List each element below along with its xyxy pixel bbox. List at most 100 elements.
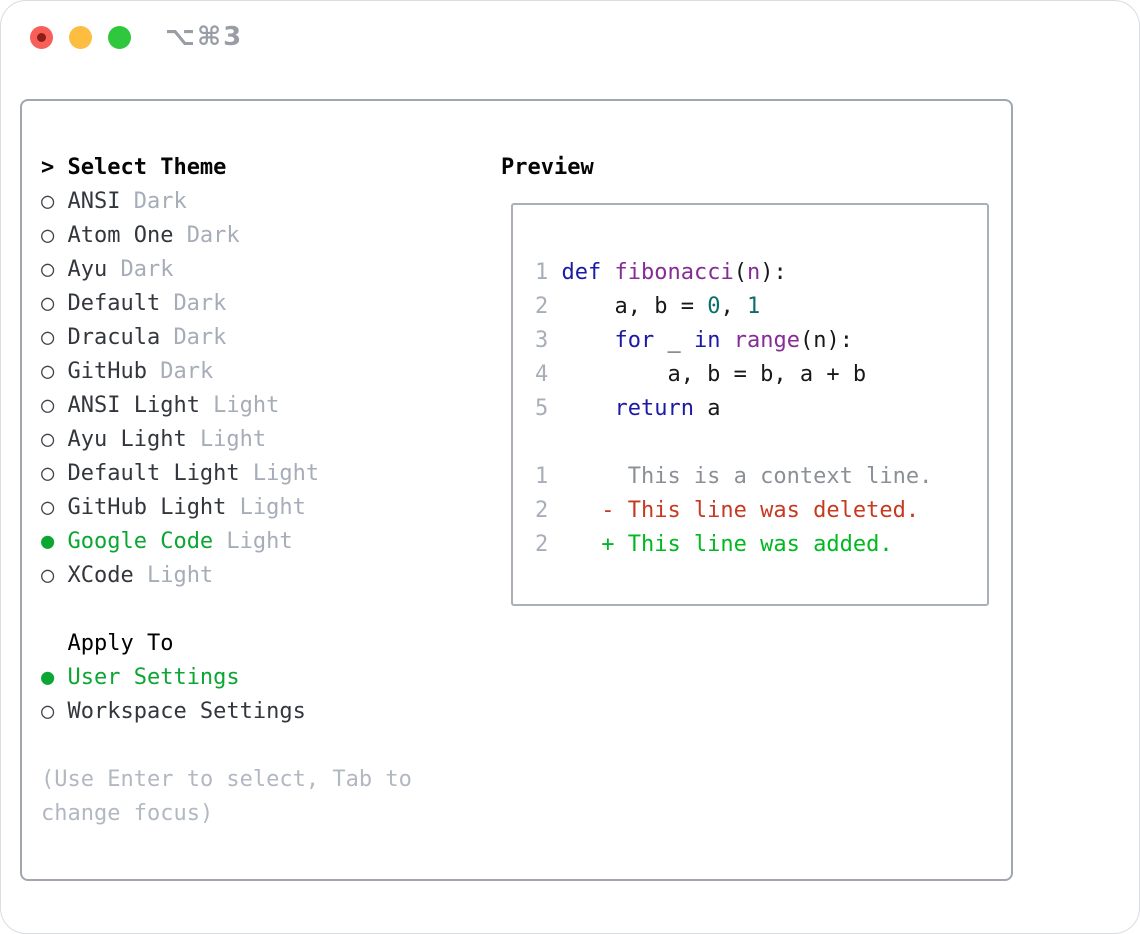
code-keyword: return	[614, 396, 694, 421]
theme-variant-tag: Dark	[120, 257, 174, 282]
code-text: a, b = b, a + b	[561, 362, 867, 387]
code-text: a, b =	[561, 294, 708, 319]
line-number: 4	[535, 362, 549, 387]
code-text: ):	[760, 260, 787, 285]
radio-unselected-icon: ○	[41, 393, 55, 418]
theme-name: Ayu	[67, 257, 108, 282]
apply-to-option-workspace-settings[interactable]: ○ Workspace Settings	[41, 695, 481, 729]
code-content: def fibonacci(n):	[561, 256, 786, 290]
theme-option-github-dark[interactable]: ○ GitHub Dark	[41, 355, 481, 389]
radio-unselected-icon: ○	[41, 495, 55, 520]
theme-variant-tag: Dark	[173, 325, 227, 350]
code-function: range	[733, 328, 800, 353]
diff-text: + This line was added.	[561, 532, 893, 557]
theme-option-ansi-light[interactable]: ○ ANSI Light Light	[41, 389, 481, 423]
code-keyword: in	[693, 328, 721, 353]
code-text	[561, 328, 614, 353]
code-content: for _ in range(n):	[561, 324, 852, 358]
theme-name: ANSI	[67, 189, 121, 214]
line-number: 1	[535, 260, 549, 285]
theme-option-ansi-dark[interactable]: ○ ANSI Dark	[41, 185, 481, 219]
code-text: (	[733, 260, 747, 285]
theme-variant-tag: Dark	[160, 359, 214, 384]
radio-unselected-icon: ○	[41, 291, 55, 316]
theme-option-ayu-light[interactable]: ○ Ayu Light Light	[41, 423, 481, 457]
code-line: 4 a, b = b, a + b	[535, 358, 987, 392]
code-text	[601, 260, 614, 285]
line-number: 2	[535, 294, 549, 319]
theme-variant-tag: Light	[213, 393, 280, 418]
code-text: a	[693, 396, 721, 421]
diff-text: This is a context line.	[561, 464, 933, 489]
code-line: 1 def fibonacci(n):	[535, 256, 987, 290]
code-number: 1	[746, 294, 761, 319]
theme-option-google-code-light[interactable]: ● Google Code Light	[41, 525, 481, 559]
theme-variant-tag: Dark	[173, 291, 227, 316]
code-line: 3 for _ in range(n):	[535, 324, 987, 358]
code-line: 5 return a	[535, 392, 987, 426]
code-keyword: def	[561, 260, 602, 285]
line-number: 5	[535, 396, 549, 421]
theme-list: > Select Theme ○ ANSI Dark ○ Atom One Dark ○ A…	[41, 151, 481, 831]
option-label: User Settings	[67, 665, 240, 690]
code-line: 2 a, b = 0, 1	[535, 290, 987, 324]
apply-to-option-user-settings[interactable]: ● User Settings	[41, 661, 481, 695]
option-label: Workspace Settings	[67, 699, 306, 724]
diff-text: - This line was deleted.	[561, 498, 920, 523]
zoom-button-icon[interactable]	[108, 25, 131, 49]
theme-variant-tag: Light	[226, 529, 293, 554]
theme-option-ayu-dark[interactable]: ○ Ayu Dark	[41, 253, 481, 287]
theme-name: Ayu Light	[67, 427, 187, 452]
theme-name: Default	[67, 291, 161, 316]
code-content: return a	[561, 392, 720, 426]
code-param: n	[746, 260, 761, 285]
theme-variant-tag: Light	[252, 461, 320, 486]
radio-unselected-icon: ○	[41, 699, 55, 724]
theme-name: Default Light	[67, 461, 240, 486]
radio-unselected-icon: ○	[41, 359, 55, 384]
diff-context-line: 1 This is a context line.	[535, 460, 987, 494]
theme-option-default-dark[interactable]: ○ Default Dark	[41, 287, 481, 321]
theme-variant-tag: Dark	[133, 189, 187, 214]
theme-variant-tag: Light	[199, 427, 267, 452]
code-function: fibonacci	[614, 260, 734, 285]
code-text	[720, 328, 733, 353]
line-number: 3	[535, 328, 549, 353]
radio-unselected-icon: ○	[41, 189, 55, 214]
theme-option-xcode-light[interactable]: ○ XCode Light	[41, 559, 481, 593]
focus-caret-icon: >	[41, 155, 55, 180]
preview-box: 1 def fibonacci(n): 2 a, b = 0, 1 3 for _…	[511, 203, 989, 606]
radio-unselected-icon: ○	[41, 257, 55, 282]
theme-option-dracula-dark[interactable]: ○ Dracula Dark	[41, 321, 481, 355]
theme-variant-tag: Dark	[186, 223, 240, 248]
select-theme-header: > Select Theme	[41, 151, 481, 185]
window-title: ⌥⌘3	[165, 22, 244, 52]
code-text	[561, 396, 614, 421]
list-gap	[41, 593, 481, 627]
code-number: 0	[707, 294, 721, 319]
code-content: a, b = 0, 1	[561, 290, 760, 324]
code-text: ,	[720, 294, 747, 319]
theme-option-default-light[interactable]: ○ Default Light Light	[41, 457, 481, 491]
title-bar: ⌥⌘3	[1, 1, 1139, 73]
line-number: 2	[535, 498, 549, 523]
theme-option-github-light[interactable]: ○ GitHub Light Light	[41, 491, 481, 525]
section-label: Select Theme	[67, 155, 227, 180]
radio-unselected-icon: ○	[41, 461, 55, 486]
preview-header: Preview	[501, 155, 594, 180]
diff-deleted-line: 2 - This line was deleted.	[535, 494, 987, 528]
theme-option-atom-one-dark[interactable]: ○ Atom One Dark	[41, 219, 481, 253]
theme-picker-panel: > Select Theme ○ ANSI Dark ○ Atom One Dark ○ A…	[20, 99, 1013, 881]
theme-variant-tag: Light	[239, 495, 306, 520]
minimize-button-icon[interactable]	[69, 25, 92, 49]
line-number: 2	[535, 532, 549, 557]
line-number: 1	[535, 464, 549, 489]
code-text: (n):	[799, 328, 853, 353]
close-button-icon[interactable]	[30, 25, 53, 49]
theme-name: Google Code	[67, 529, 214, 554]
code-text: _	[654, 328, 694, 353]
radio-selected-icon: ●	[41, 529, 55, 554]
theme-name: Atom One	[67, 223, 174, 248]
theme-name: XCode	[67, 563, 134, 588]
